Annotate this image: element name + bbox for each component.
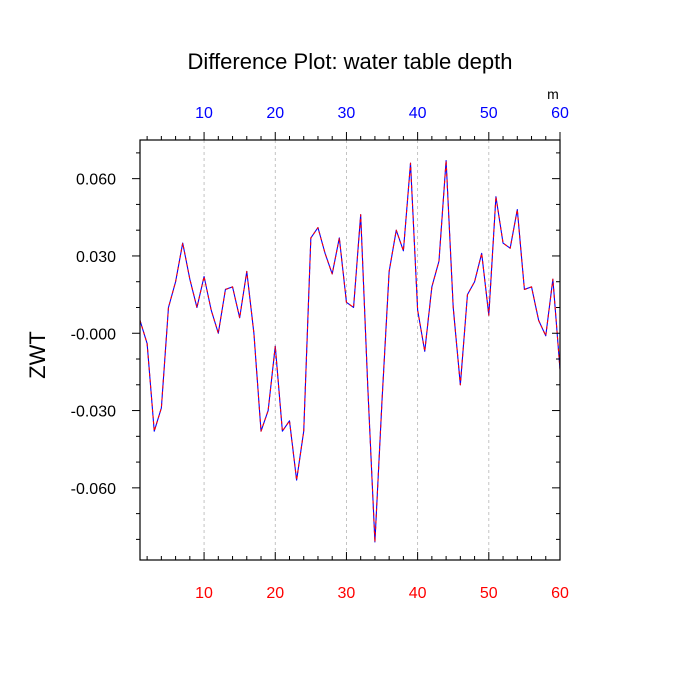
y-tick-label-1: 0.030 — [76, 249, 116, 266]
x-tick-label-top-10: 10 — [195, 105, 213, 122]
y-tick-label-4: -0.060 — [71, 481, 116, 498]
axis-ticks — [132, 132, 561, 560]
chart-title: Difference Plot: water table depth — [188, 49, 513, 74]
y-axis-label: ZWT — [25, 331, 50, 379]
series-overlay-0 — [139, 160, 561, 543]
x-tick-label-bottom-20: 20 — [266, 585, 284, 602]
x-tick-label-top-50: 50 — [480, 105, 498, 122]
grid-lines — [203, 140, 490, 560]
y-tick-label-2: -0.000 — [71, 326, 116, 343]
x-tick-label-bottom-10: 10 — [195, 585, 213, 602]
x-tick-label-bottom-40: 40 — [409, 585, 427, 602]
x-tick-label-bottom-60: 60 — [551, 585, 569, 602]
x-tick-label-bottom-30: 30 — [338, 585, 356, 602]
series-lines — [139, 160, 561, 543]
plot-frame — [139, 139, 561, 561]
tick-labels: 10 10 20 20 30 30 40 40 50 50 60 60 0.060 0.030 -0.000… — [71, 105, 569, 602]
top-axis-units: m — [547, 86, 559, 102]
x-tick-label-top-30: 30 — [338, 105, 356, 122]
y-tick-label-3: -0.030 — [71, 404, 116, 421]
series-line-0 — [139, 160, 561, 543]
y-tick-label-0: 0.060 — [76, 172, 116, 189]
x-tick-label-top-60: 60 — [551, 105, 569, 122]
x-tick-label-top-20: 20 — [266, 105, 284, 122]
x-tick-label-top-40: 40 — [409, 105, 427, 122]
x-tick-label-bottom-50: 50 — [480, 585, 498, 602]
